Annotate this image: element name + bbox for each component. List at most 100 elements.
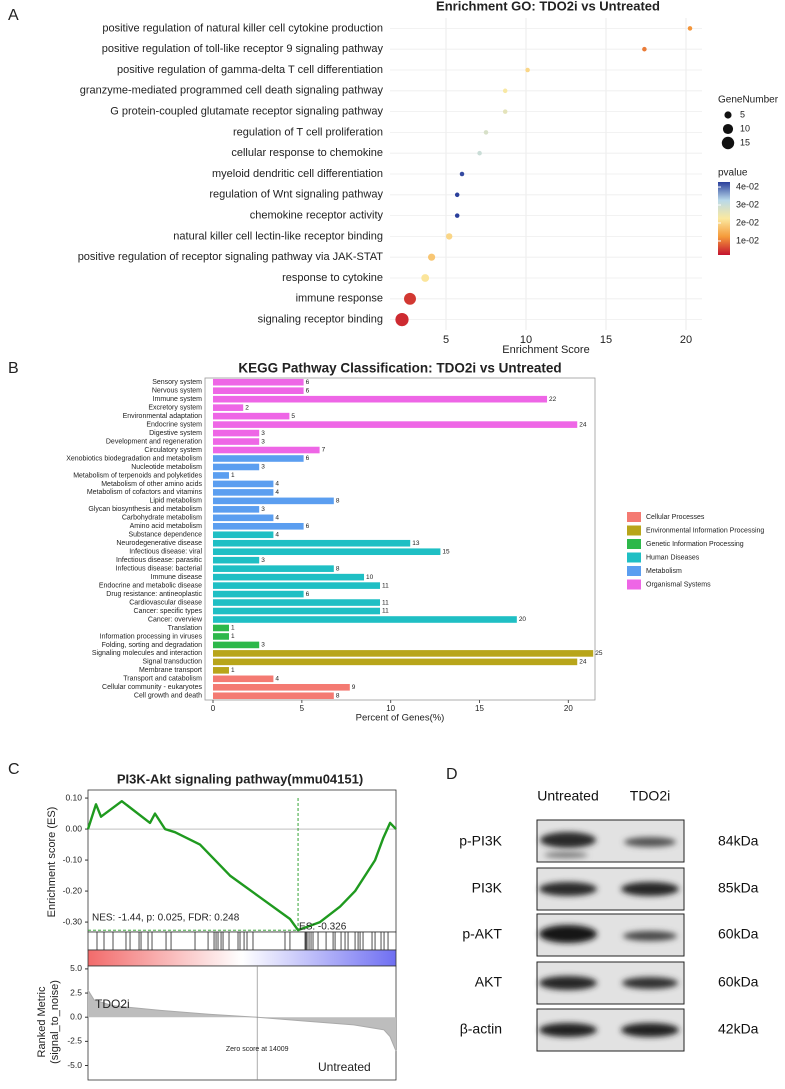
bar bbox=[212, 489, 274, 496]
bar bbox=[212, 573, 365, 581]
legend-swatch bbox=[627, 579, 641, 590]
x-tick-label: 20 bbox=[680, 334, 692, 346]
bar bbox=[212, 522, 304, 530]
x-tick-label: 5 bbox=[443, 334, 449, 346]
legend-swatch bbox=[627, 552, 641, 563]
y-tick-label: 5.0 bbox=[70, 963, 82, 973]
band bbox=[624, 837, 676, 847]
category-label: Metabolism of terpenoids and polyketides bbox=[73, 472, 202, 479]
panel-label: A bbox=[8, 7, 19, 24]
y-tick-label: 0.0 bbox=[70, 1011, 82, 1021]
band bbox=[539, 1023, 597, 1037]
count-label: 10 bbox=[366, 574, 374, 581]
category-label: G protein-coupled glutamate receptor sig… bbox=[110, 106, 383, 118]
legend-title: pvalue bbox=[718, 168, 748, 179]
category-label: Infectious disease: parasitic bbox=[116, 557, 202, 564]
count-label: 11 bbox=[382, 608, 389, 615]
bar bbox=[212, 539, 411, 547]
chart-title: Enrichment GO: TDO2i vs Untreated bbox=[436, 0, 660, 13]
band bbox=[544, 852, 588, 858]
category-label: Immune system bbox=[153, 396, 203, 403]
category-label: Xenobiotics biodegradation and metabolis… bbox=[66, 455, 202, 462]
es-line bbox=[86, 800, 397, 932]
legend-swatch bbox=[627, 525, 641, 536]
bar bbox=[212, 472, 229, 479]
y-axis-title: Ranked Metric bbox=[36, 986, 48, 1057]
legend-label: 10 bbox=[740, 123, 750, 133]
size-label: 84kDa bbox=[718, 833, 759, 849]
category-label: Cell growth and death bbox=[134, 693, 202, 700]
band bbox=[539, 925, 597, 943]
count-label: 4 bbox=[275, 489, 279, 496]
count-label: 8 bbox=[336, 565, 340, 572]
dot bbox=[446, 233, 453, 240]
es-annotation: ES: -0.326 bbox=[299, 922, 347, 933]
y-axis-title: (signal_to_noise) bbox=[49, 980, 61, 1064]
rank-gradient bbox=[87, 949, 397, 967]
bar bbox=[212, 683, 350, 691]
colorbar-label: 4e-02 bbox=[736, 181, 759, 191]
bar bbox=[212, 641, 260, 649]
dot bbox=[525, 67, 530, 73]
count-label: 24 bbox=[579, 421, 587, 428]
category-label: Infectious disease: viral bbox=[129, 549, 202, 556]
size-label: 85kDa bbox=[718, 880, 759, 896]
bar bbox=[212, 556, 260, 564]
dot bbox=[454, 192, 460, 198]
bar bbox=[212, 548, 441, 556]
metric-area bbox=[88, 990, 396, 1051]
y-tick-label: 2.5 bbox=[70, 987, 82, 997]
dot bbox=[395, 313, 409, 327]
dot bbox=[477, 150, 482, 156]
bar bbox=[212, 412, 290, 420]
legend-label: 5 bbox=[740, 109, 745, 119]
dot bbox=[483, 130, 489, 135]
count-label: 8 bbox=[336, 498, 340, 505]
x-tick-label: 0 bbox=[211, 704, 216, 713]
category-label: Cancer: specific types bbox=[134, 608, 203, 615]
count-label: 11 bbox=[382, 599, 389, 606]
category-label: regulation of Wnt signaling pathway bbox=[209, 189, 383, 201]
count-label: 1 bbox=[231, 472, 235, 479]
category-label: signaling receptor binding bbox=[258, 314, 383, 326]
x-tick-label: 5 bbox=[300, 704, 305, 713]
count-label: 5 bbox=[291, 413, 295, 420]
x-axis-title: Percent of Genes(%) bbox=[356, 713, 445, 724]
bar bbox=[212, 514, 274, 522]
count-label: 1 bbox=[231, 625, 235, 632]
column-label: Untreated bbox=[537, 788, 598, 804]
category-label: Folding, sorting and degradation bbox=[102, 642, 203, 649]
category-label: cellular response to chemokine bbox=[231, 147, 383, 159]
category-label: Metabolism of cofactors and vitamins bbox=[87, 489, 203, 496]
category-label: Substance dependence bbox=[128, 532, 202, 539]
count-label: 6 bbox=[306, 379, 310, 386]
colorbar bbox=[718, 182, 730, 255]
y-tick-label: 0.10 bbox=[65, 792, 82, 802]
dot bbox=[502, 88, 508, 94]
dot bbox=[642, 46, 647, 52]
category-label: positive regulation of gamma-delta T cel… bbox=[117, 64, 383, 76]
chart-title: KEGG Pathway Classification: TDO2i vs Un… bbox=[238, 361, 561, 376]
count-label: 24 bbox=[579, 659, 587, 666]
row-label: p-PI3K bbox=[459, 833, 502, 849]
bar bbox=[212, 378, 304, 386]
bar bbox=[212, 565, 334, 572]
category-label: Circulatory system bbox=[144, 447, 202, 454]
bar bbox=[212, 531, 274, 539]
bar bbox=[212, 438, 260, 445]
size-label: 42kDa bbox=[718, 1021, 759, 1037]
x-tick-label: 15 bbox=[600, 334, 612, 346]
count-label: 4 bbox=[275, 515, 279, 522]
dot bbox=[687, 26, 693, 31]
size-label: 60kDa bbox=[718, 974, 759, 990]
panel-label: C bbox=[8, 761, 20, 778]
category-label: myeloid dendritic cell differentiation bbox=[212, 168, 383, 180]
row-label: AKT bbox=[475, 974, 503, 990]
band bbox=[622, 977, 678, 989]
bar bbox=[212, 675, 274, 683]
category-label: natural killer cell lectin-like receptor… bbox=[173, 230, 383, 242]
y-tick-label: -0.30 bbox=[63, 916, 83, 926]
count-label: 11 bbox=[382, 582, 389, 589]
y-tick-label: -2.5 bbox=[67, 1036, 82, 1046]
